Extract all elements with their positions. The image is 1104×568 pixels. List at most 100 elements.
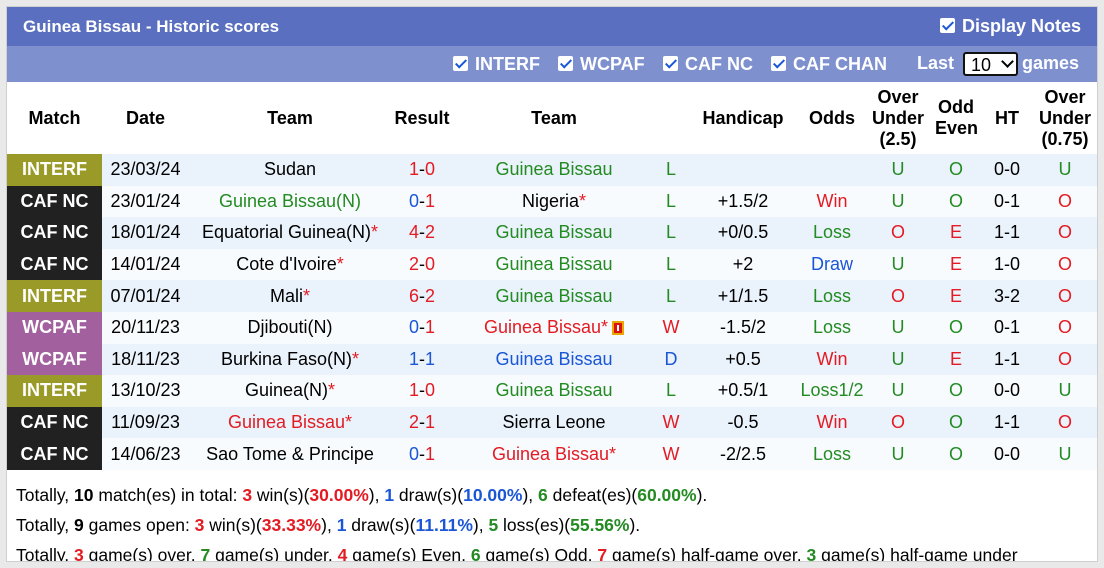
competition-badge[interactable]: CAF NC	[7, 406, 102, 439]
match-result[interactable]: 2-0	[391, 248, 453, 281]
filter-interf-checkbox[interactable]	[453, 56, 468, 71]
away-team-name[interactable]: Nigeria	[521, 190, 579, 211]
home-team-name[interactable]: Sao Tome & Principe	[206, 443, 374, 464]
away-team[interactable]: Guinea Bissau	[453, 280, 655, 312]
summary-line-open-games: Totally, 9 games open: 3 win(s)(33.33%),…	[16, 515, 640, 536]
away-team-name[interactable]: Guinea Bissau	[491, 443, 610, 464]
competition-badge[interactable]: CAF NC	[7, 185, 102, 218]
competition-badge[interactable]: CAF NC	[7, 248, 102, 281]
home-team-name[interactable]: Burkina Faso(N)	[220, 348, 353, 369]
summary-text: game(s) over,	[83, 545, 201, 562]
competition-badge[interactable]: WCPAF	[7, 311, 102, 344]
home-team-name[interactable]: Sudan	[263, 159, 317, 180]
over-under-value: U	[865, 311, 931, 344]
half-time-score: 0-1	[981, 185, 1033, 218]
col-header-match: Match	[7, 82, 102, 154]
away-team[interactable]: Guinea Bissau*	[453, 438, 655, 470]
summary-text: games open:	[83, 515, 195, 535]
competition-badge[interactable]: INTERF	[7, 280, 102, 312]
match-result[interactable]: 6-2	[391, 280, 453, 312]
away-team-name[interactable]: Sierra Leone	[502, 412, 606, 433]
over-under-075-value: O	[1033, 217, 1097, 249]
away-team[interactable]: Sierra Leone	[453, 406, 655, 439]
home-team-name[interactable]: Guinea(N)	[244, 380, 328, 401]
home-team-name[interactable]: Guinea Bissau	[227, 412, 346, 433]
match-result[interactable]: 0-1	[391, 185, 453, 218]
filter-wcpaf[interactable]: WCPAF	[558, 54, 645, 75]
half-time-score: 1-1	[981, 343, 1033, 376]
summary-text: loss(es)(	[498, 515, 571, 535]
over-under-075-value: O	[1033, 248, 1097, 281]
home-team-name[interactable]: Cote d'Ivoire	[236, 254, 337, 275]
away-team[interactable]: Guinea Bissau	[453, 375, 655, 407]
filter-bar: INTERF WCPAF CAF NC CAF CHAN Last 10 game…	[7, 46, 1097, 82]
competition-badge[interactable]: CAF NC	[7, 217, 102, 249]
filter-caf-chan-checkbox[interactable]	[771, 56, 786, 71]
home-team-name[interactable]: Djibouti(N)	[247, 317, 333, 338]
match-result[interactable]: 0-1	[391, 311, 453, 344]
match-result[interactable]: 4-2	[391, 217, 453, 249]
col-header-home-team: Team	[189, 82, 391, 154]
away-team[interactable]: Guinea Bissau	[453, 217, 655, 249]
over-under-075-value: U	[1033, 375, 1097, 407]
home-team[interactable]: Sudan	[189, 154, 391, 186]
home-team-star: *	[303, 285, 311, 306]
home-team[interactable]: Guinea Bissau(N)	[189, 185, 391, 218]
home-team-name[interactable]: Mali	[269, 285, 303, 306]
home-team[interactable]: Equatorial Guinea(N)*	[189, 217, 391, 249]
home-team-name[interactable]: Guinea Bissau(N)	[218, 190, 362, 211]
away-team[interactable]: Guinea Bissau*	[453, 311, 655, 344]
competition-badge[interactable]: INTERF	[7, 154, 102, 186]
match-result[interactable]: 2-1	[391, 406, 453, 439]
filter-interf[interactable]: INTERF	[453, 54, 540, 75]
away-team-star: *	[609, 443, 617, 464]
col-header-odd-even: Odd Even	[931, 82, 981, 154]
scores-table-body: INTERF 23/03/24 Sudan 1-0 Guinea Bissau L U O 0-…	[7, 154, 1097, 470]
away-team-name[interactable]: Guinea Bissau	[495, 380, 613, 401]
summary-text: match(es) in total:	[93, 485, 243, 505]
away-team-name[interactable]: Guinea Bissau	[495, 285, 613, 306]
away-team-name[interactable]: Guinea Bissau	[495, 222, 613, 243]
away-score: 1	[425, 348, 436, 369]
away-team-name[interactable]: Guinea Bissau	[483, 317, 602, 338]
competition-badge[interactable]: INTERF	[7, 375, 102, 407]
filter-wcpaf-checkbox[interactable]	[558, 56, 573, 71]
home-team[interactable]: Sao Tome & Principe	[189, 438, 391, 470]
summary-value: 6	[470, 545, 481, 562]
away-team[interactable]: Nigeria*	[453, 185, 655, 218]
display-notes-checkbox[interactable]	[939, 18, 955, 33]
match-result[interactable]: 0-1	[391, 438, 453, 470]
away-team-name[interactable]: Guinea Bissau	[495, 348, 613, 369]
table-row: INTERF 23/03/24 Sudan 1-0 Guinea Bissau L U O 0-…	[7, 154, 1097, 186]
competition-badge[interactable]: WCPAF	[7, 343, 102, 376]
match-result[interactable]: 1-0	[391, 154, 453, 186]
filter-caf-nc[interactable]: CAF NC	[663, 54, 753, 75]
home-team[interactable]: Guinea(N)*	[189, 375, 391, 407]
home-team[interactable]: Cote d'Ivoire*	[189, 248, 391, 281]
match-result[interactable]: 1-1	[391, 343, 453, 376]
home-team[interactable]: Guinea Bissau*	[189, 406, 391, 439]
away-team-name[interactable]: Guinea Bissau	[495, 159, 613, 180]
filter-caf-nc-checkbox[interactable]	[663, 56, 678, 71]
home-team[interactable]: Burkina Faso(N)*	[189, 343, 391, 376]
home-team[interactable]: Mali*	[189, 280, 391, 312]
home-score: 0	[408, 317, 419, 338]
away-team[interactable]: Guinea Bissau	[453, 154, 655, 186]
win-loss-result: W	[655, 406, 687, 439]
summary-value: 7	[597, 545, 608, 562]
table-row: CAF NC 18/01/24 Equatorial Guinea(N)* 4-2 Gu…	[7, 217, 1097, 249]
match-result[interactable]: 1-0	[391, 375, 453, 407]
over-under-075-value: O	[1033, 185, 1097, 218]
display-notes-toggle[interactable]: Display Notes	[939, 16, 1081, 37]
last-games-select[interactable]: 10	[963, 52, 1019, 76]
home-team-name[interactable]: Equatorial Guinea(N)	[201, 222, 372, 243]
away-team[interactable]: Guinea Bissau	[453, 248, 655, 281]
odds-result: Win	[799, 406, 865, 439]
away-team[interactable]: Guinea Bissau	[453, 343, 655, 376]
home-team[interactable]: Djibouti(N)	[189, 311, 391, 344]
competition-badge[interactable]: CAF NC	[7, 438, 102, 470]
filter-caf-chan[interactable]: CAF CHAN	[771, 54, 887, 75]
away-team-name[interactable]: Guinea Bissau	[495, 254, 613, 275]
odd-even-value: E	[931, 248, 981, 281]
home-score: 1	[408, 380, 419, 401]
